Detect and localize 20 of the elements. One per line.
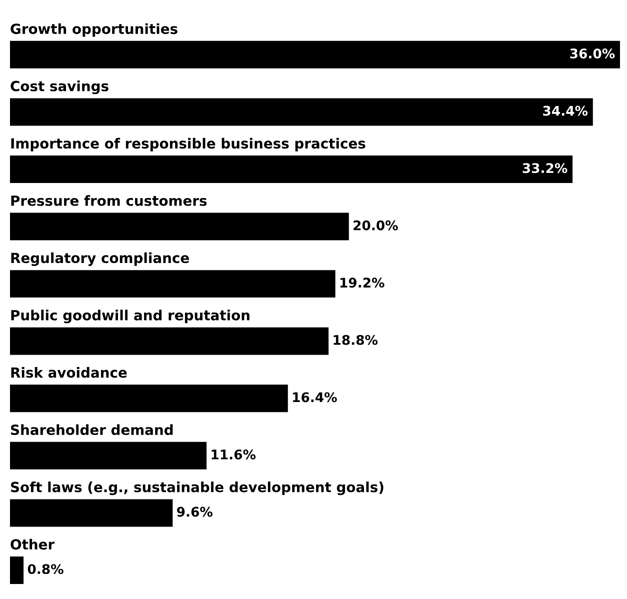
data-label: 33.2%	[522, 163, 568, 174]
y-tick-label: Risk avoidance	[11, 367, 127, 378]
data-label: 18.8%	[334, 334, 378, 345]
data-label: 19.2%	[340, 278, 384, 288]
data-label: 34.4%	[543, 106, 588, 116]
data-label: 20.0%	[354, 220, 398, 230]
data-label: 16.4%	[293, 392, 337, 402]
data-label: 9.6%	[177, 506, 212, 517]
y-tick-label: Importance of responsible business practices	[11, 138, 366, 152]
y-tick-label: Other	[10, 538, 55, 550]
y-tick-label: Pressure from customers	[11, 195, 207, 206]
y-tick-label: Growth opportunities	[10, 23, 178, 37]
y-tick-label: Soft laws (e.g., sustainable development goals)	[10, 482, 384, 496]
y-tick-label: Shareholder demand	[10, 424, 173, 436]
y-tick-label: Public goodwill and reputation	[11, 310, 250, 324]
y-tick-label: Regulatory compliance	[11, 252, 189, 266]
data-label: 0.8%	[28, 564, 64, 574]
data-label: 36.0%	[570, 48, 615, 59]
y-tick-label: Cost savings	[10, 80, 108, 94]
data-label: 11.6%	[212, 450, 256, 460]
